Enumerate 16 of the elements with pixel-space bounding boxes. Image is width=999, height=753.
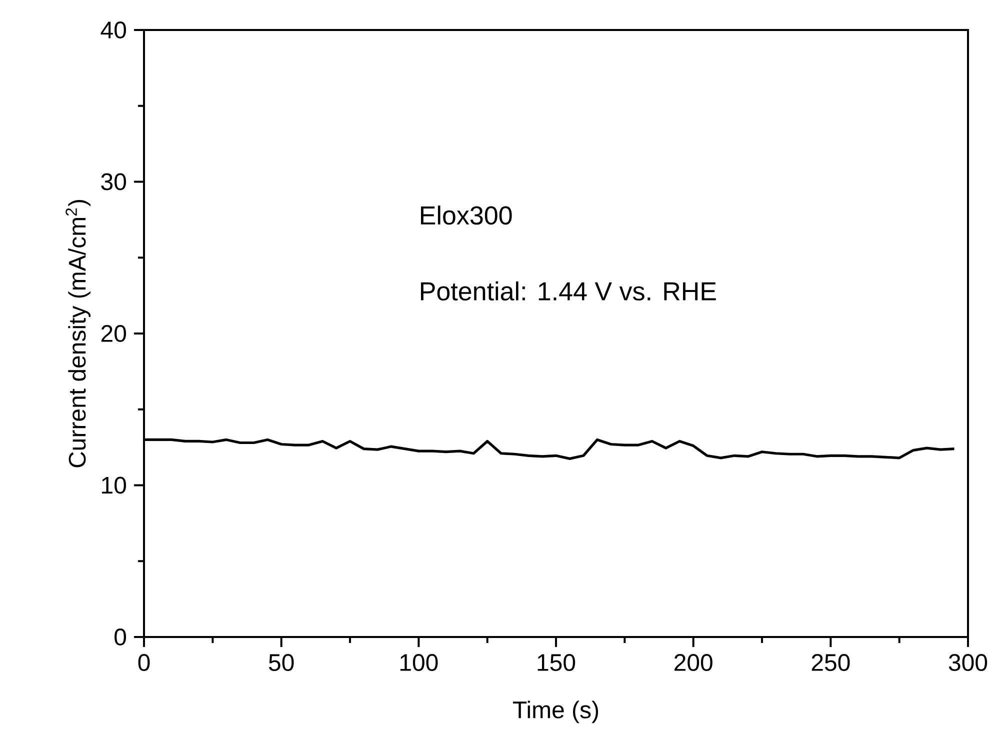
x-tick-label: 300 xyxy=(948,654,988,672)
y-tick-label: 30 xyxy=(101,173,126,190)
y-tick-label: 20 xyxy=(101,325,126,342)
y-axis-title: Current density (mA/cm$^{2}$) xyxy=(66,200,91,468)
x-tick-label: 250 xyxy=(812,654,850,672)
annotation: Elox300 xyxy=(421,206,512,225)
x-tick-label: 0 xyxy=(138,654,150,672)
x-tick-label: 100 xyxy=(400,654,438,672)
y-tick-label: 10 xyxy=(102,476,126,494)
x-tick-label: 150 xyxy=(538,654,576,672)
y-tick-label: 40 xyxy=(100,22,126,38)
x-axis-title: Time (s) xyxy=(512,700,598,724)
annotation: Potential: 1.44 V vs. RHE xyxy=(421,281,716,301)
y-tick-label: 0 xyxy=(114,628,126,646)
x-tick-label: 200 xyxy=(674,654,712,672)
x-tick-label: 50 xyxy=(268,654,294,672)
